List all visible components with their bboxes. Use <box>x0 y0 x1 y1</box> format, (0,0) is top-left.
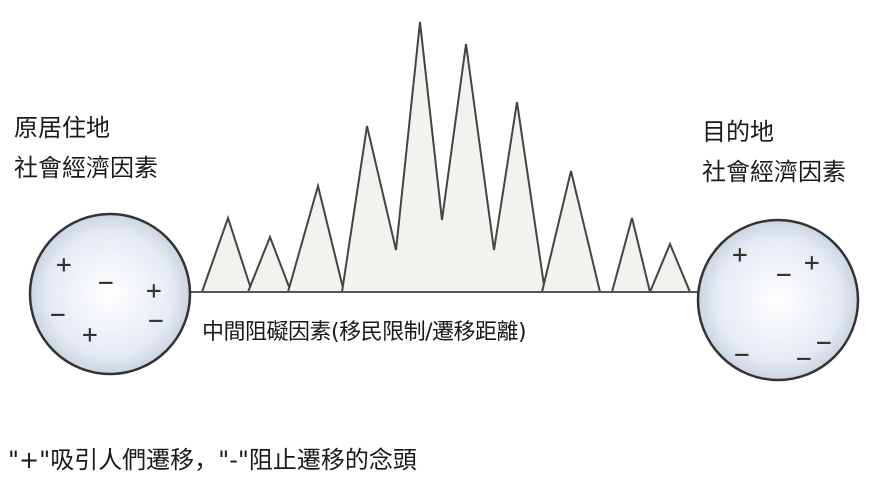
destination-sign-3: + <box>804 248 820 278</box>
legend-note: "+"吸引人們遷移，"-"阻止遷移的念頭 <box>8 446 417 474</box>
origin-sign-2: − <box>98 268 114 298</box>
destination-sign-2: − <box>776 260 792 290</box>
destination-title: 目的地 <box>702 118 774 146</box>
destination-sign-5: − <box>734 340 750 370</box>
destination-subtitle: 社會經濟因素 <box>702 158 846 186</box>
obstacle-peak-6 <box>611 217 651 293</box>
destination-sign-6: − <box>796 344 812 374</box>
obstacle-peaks <box>201 21 691 293</box>
destination-sign-1: + <box>732 240 748 270</box>
obstacle-peak-5 <box>541 170 601 293</box>
origin-sign-6: + <box>82 320 98 350</box>
obstacle-peak-7 <box>649 241 691 293</box>
destination-circle <box>696 218 860 382</box>
origin-subtitle: 社會經濟因素 <box>14 154 158 182</box>
destination-sign-4: − <box>816 328 832 358</box>
origin-sign-4: − <box>50 300 66 330</box>
origin-circle <box>28 212 192 376</box>
origin-sign-1: + <box>56 250 72 280</box>
origin-title: 原居住地 <box>14 114 110 142</box>
obstacle-peak-1 <box>201 214 253 293</box>
obstacle-label: 中間阻礙因素(移民限制/遷移距離) <box>202 320 527 345</box>
obstacle-peak-4 <box>340 21 547 293</box>
obstacle-peak-2 <box>247 234 292 293</box>
origin-sign-3: + <box>146 276 162 306</box>
origin-sign-5: − <box>148 306 164 336</box>
obstacle-peak-3 <box>287 182 345 293</box>
